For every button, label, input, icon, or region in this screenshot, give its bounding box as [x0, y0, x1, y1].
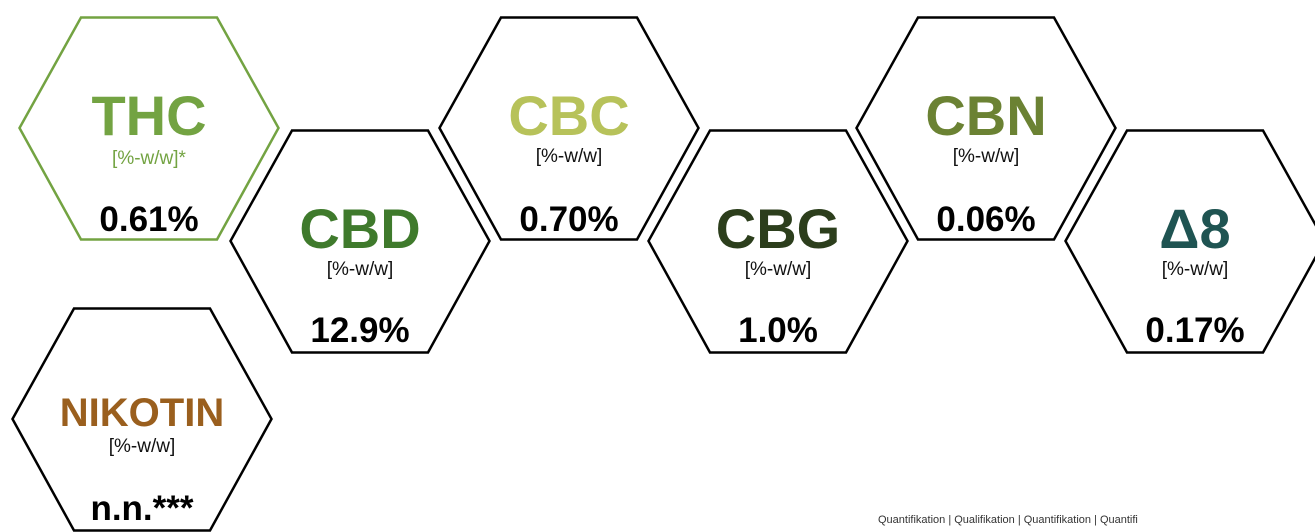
hexagon-nikotin: NIKOTIN [%-w/w] n.n.***: [12, 307, 272, 532]
delta8-unit: [%-w/w]: [1065, 260, 1315, 280]
delta8-label: Δ8: [1065, 201, 1315, 257]
cbd-unit: [%-w/w]: [230, 260, 490, 280]
nikotin-label: NIKOTIN: [12, 393, 272, 433]
nikotin-value: n.n.***: [12, 491, 272, 527]
hexagon-delta8: Δ8 [%-w/w] 0.17%: [1065, 129, 1315, 354]
cbg-unit: [%-w/w]: [648, 260, 908, 280]
nikotin-unit: [%-w/w]: [12, 437, 272, 457]
cbg-value: 1.0%: [648, 313, 908, 349]
footnote-text: Quantifikation | Qualifikation | Quantif…: [878, 514, 1315, 526]
delta8-value: 0.17%: [1065, 313, 1315, 349]
